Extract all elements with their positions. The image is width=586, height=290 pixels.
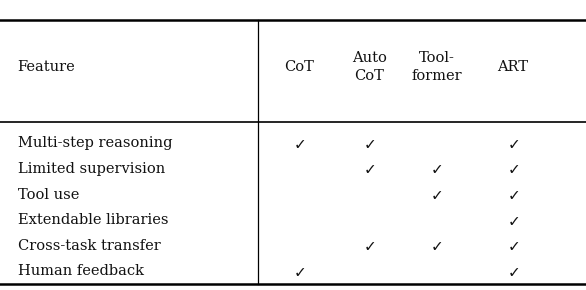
Text: Multi-step reasoning: Multi-step reasoning	[18, 136, 172, 150]
Text: Feature: Feature	[18, 60, 76, 74]
Text: $\checkmark$: $\checkmark$	[507, 264, 519, 279]
Text: $\checkmark$: $\checkmark$	[363, 162, 375, 176]
Text: Cross-task transfer: Cross-task transfer	[18, 239, 161, 253]
Text: Limited supervision: Limited supervision	[18, 162, 165, 176]
Text: Extendable libraries: Extendable libraries	[18, 213, 168, 227]
Text: Auto
CoT: Auto CoT	[352, 50, 387, 83]
Text: Tool-
former: Tool- former	[411, 50, 462, 83]
Text: $\checkmark$: $\checkmark$	[431, 238, 442, 253]
Text: $\checkmark$: $\checkmark$	[363, 136, 375, 151]
Text: $\checkmark$: $\checkmark$	[507, 238, 519, 253]
Text: $\checkmark$: $\checkmark$	[507, 213, 519, 228]
Text: ART: ART	[498, 60, 528, 74]
Text: $\checkmark$: $\checkmark$	[507, 136, 519, 151]
Text: Human feedback: Human feedback	[18, 264, 144, 278]
Text: $\checkmark$: $\checkmark$	[363, 238, 375, 253]
Text: $\checkmark$: $\checkmark$	[431, 162, 442, 176]
Text: Tool use: Tool use	[18, 188, 79, 202]
Text: CoT: CoT	[284, 60, 314, 74]
Text: $\checkmark$: $\checkmark$	[431, 187, 442, 202]
Text: $\checkmark$: $\checkmark$	[293, 264, 305, 279]
Text: $\checkmark$: $\checkmark$	[507, 187, 519, 202]
Text: $\checkmark$: $\checkmark$	[293, 136, 305, 151]
Text: $\checkmark$: $\checkmark$	[507, 162, 519, 176]
